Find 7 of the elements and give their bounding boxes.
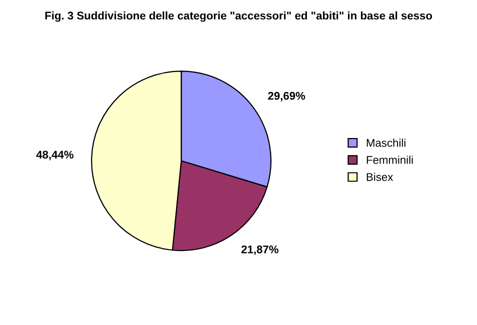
legend-label: Maschili bbox=[366, 138, 406, 147]
data-label: 29,69% bbox=[268, 92, 306, 102]
data-label: 48,44% bbox=[36, 150, 74, 160]
legend-label: Bisex bbox=[366, 172, 394, 181]
data-label: 21,87% bbox=[241, 245, 278, 255]
chart-title: Fig. 3 Suddivisione delle categorie "accessori" ed "abiti" in base al sesso bbox=[45, 11, 432, 22]
legend-label: Femminili bbox=[366, 156, 413, 164]
